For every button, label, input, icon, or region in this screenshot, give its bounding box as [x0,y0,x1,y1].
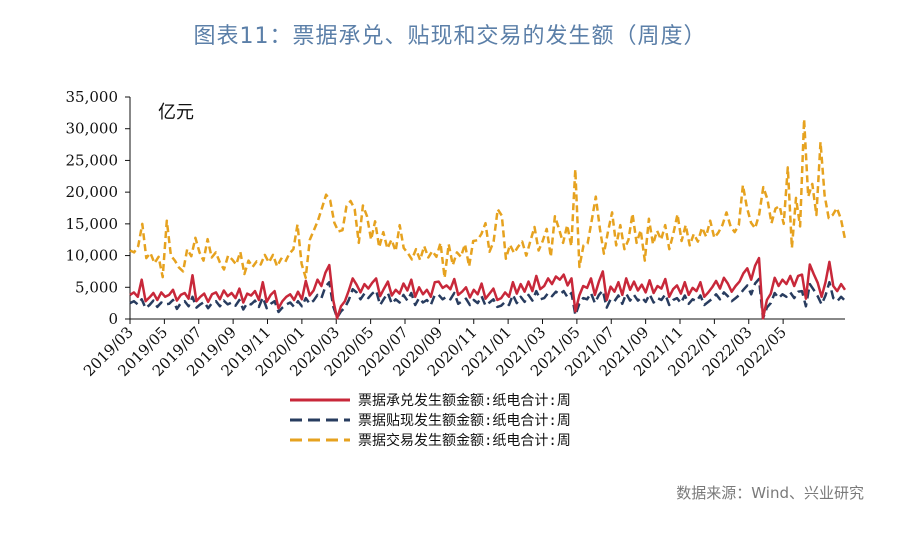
x-axis: 2019/032019/052019/072019/092019/112020/… [80,318,845,380]
legend-label-1: 票据贴现发生额金额:纸电合计:周 [358,413,571,429]
series-line-1 [129,277,846,320]
y-tick-label: 35,000 [66,88,119,106]
y-tick-label: 30,000 [66,120,119,138]
y-tick-label: 15,000 [66,215,119,233]
chart-title: 图表11：票据承兑、贴现和交易的发生额（周度） [193,24,707,49]
y-tick-label: 0 [108,310,118,328]
y-tick-label: 5,000 [75,278,118,296]
y-tick-label: 20,000 [66,183,119,201]
y-tick-label: 25,000 [66,151,119,169]
series-line-2 [129,117,847,280]
y-axis: 35,000 30,000 25,000 20,000 15,000 10,000 5,00… [66,88,131,328]
legend-label-2: 票据交易发生额金额:纸电合计:周 [358,432,571,449]
source-note: 数据来源：Wind、兴业研究 [676,484,864,502]
y-tick-label: 10,000 [66,247,119,265]
unit-label: 亿元 [158,102,194,123]
legend: 票据承兑发生额金额:纸电合计:周票据贴现发生额金额:纸电合计:周票据交易发生额金… [290,393,571,449]
series-line-0 [129,256,847,320]
legend-label-0: 票据承兑发生额金额:纸电合计:周 [358,393,571,409]
series-layer [129,117,847,320]
